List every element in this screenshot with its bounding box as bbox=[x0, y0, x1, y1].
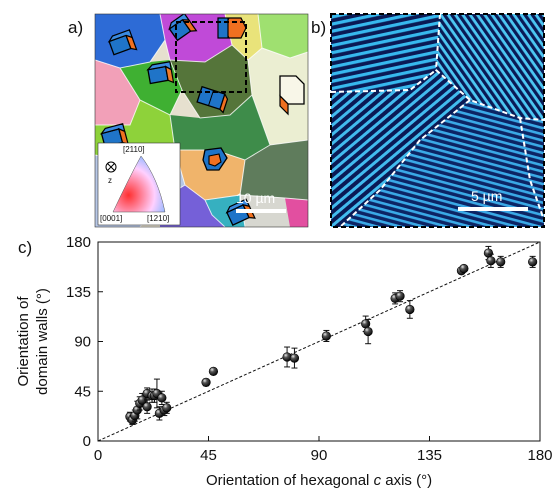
panel-b-frame bbox=[330, 13, 545, 228]
data-point bbox=[152, 378, 162, 409]
domain-region bbox=[340, 100, 544, 227]
zoom-region-box bbox=[175, 21, 247, 93]
x-tick-label: 90 bbox=[311, 447, 328, 464]
marker bbox=[528, 257, 538, 267]
data-point bbox=[395, 290, 405, 303]
ipf-bottom-left-label: [0001] bbox=[100, 214, 122, 223]
data-point bbox=[321, 329, 331, 342]
hex-prism-icon bbox=[107, 29, 138, 56]
data-series bbox=[125, 245, 538, 425]
marker bbox=[486, 256, 496, 266]
data-point bbox=[405, 300, 415, 319]
x-tick-label: 45 bbox=[200, 447, 217, 464]
marker bbox=[201, 377, 211, 388]
y-axis-label-line2: domain walls (°) bbox=[34, 288, 51, 395]
data-point bbox=[162, 401, 172, 414]
grain bbox=[170, 95, 270, 160]
ipf-bottom-right-label: [1210] bbox=[147, 214, 169, 223]
y-tick-label: 0 bbox=[83, 433, 91, 450]
scatter-chart: 0 45 90 135 180 0 45 90 135 180 Orientation of h… bbox=[15, 234, 553, 489]
data-point bbox=[496, 255, 506, 268]
x-tick-label: 135 bbox=[417, 447, 442, 464]
y-tick-label: 180 bbox=[66, 234, 91, 251]
data-point bbox=[363, 318, 373, 345]
fit-line bbox=[97, 241, 541, 442]
y-tick-label: 45 bbox=[74, 383, 91, 400]
grain bbox=[175, 150, 245, 200]
hex-prism-icon bbox=[279, 75, 305, 116]
marker bbox=[363, 326, 373, 337]
ipf-direction-label: z bbox=[108, 176, 112, 185]
data-point bbox=[459, 263, 469, 274]
grain-boundary-lines bbox=[331, 14, 544, 227]
marker bbox=[405, 304, 415, 315]
ipf-color-key: z [2110] [0001] [1210] bbox=[97, 142, 181, 226]
marker bbox=[142, 402, 152, 412]
panel-c-label: c) bbox=[18, 238, 32, 257]
marker bbox=[162, 403, 172, 413]
x-tick-label: 180 bbox=[527, 447, 552, 464]
x-tick-label: 0 bbox=[94, 447, 102, 464]
data-point bbox=[208, 366, 219, 376]
y-axis: 0 45 90 135 180 bbox=[66, 234, 103, 450]
x-axis: 0 45 90 135 180 bbox=[94, 436, 553, 464]
marker bbox=[208, 366, 219, 376]
data-point bbox=[201, 377, 211, 388]
grain bbox=[170, 45, 252, 118]
grain bbox=[248, 48, 308, 145]
panel-a-frame bbox=[94, 13, 309, 228]
marker bbox=[483, 248, 494, 258]
scale-bar-a-label: 10 µm bbox=[236, 190, 275, 206]
domain-region bbox=[331, 70, 470, 227]
scale-bar-b-label: 5 µm bbox=[471, 188, 502, 204]
hex-prism-icon bbox=[146, 61, 175, 85]
marker bbox=[157, 393, 167, 403]
grain bbox=[240, 140, 308, 200]
marker bbox=[395, 291, 405, 301]
x-axis-label: Orientation of hexagonal c axis (°) bbox=[206, 472, 432, 489]
y-axis-label-line1: Orientation of bbox=[15, 296, 32, 387]
panel-a-label: a) bbox=[68, 18, 83, 37]
ipf-top-label: [2110] bbox=[123, 145, 145, 154]
hex-prism-icon bbox=[99, 123, 129, 148]
y-tick-label: 90 bbox=[74, 334, 91, 351]
marker bbox=[289, 353, 300, 363]
domain-region bbox=[331, 14, 440, 92]
grain bbox=[95, 60, 140, 125]
out-of-plane-icon bbox=[105, 161, 117, 173]
panel-b-label: b) bbox=[311, 18, 326, 37]
pfm-map bbox=[331, 14, 544, 227]
data-point bbox=[528, 255, 538, 268]
marker bbox=[321, 331, 331, 341]
data-point bbox=[289, 347, 300, 369]
data-point bbox=[142, 399, 152, 414]
ipf-triangle bbox=[112, 155, 166, 213]
grain bbox=[258, 14, 308, 58]
marker bbox=[361, 319, 371, 329]
data-point bbox=[157, 390, 167, 406]
y-tick-label: 135 bbox=[66, 284, 91, 301]
hex-prism-icon bbox=[202, 147, 228, 171]
grain bbox=[285, 198, 308, 227]
marker bbox=[459, 263, 469, 274]
data-point bbox=[486, 253, 496, 268]
marker bbox=[496, 257, 506, 267]
